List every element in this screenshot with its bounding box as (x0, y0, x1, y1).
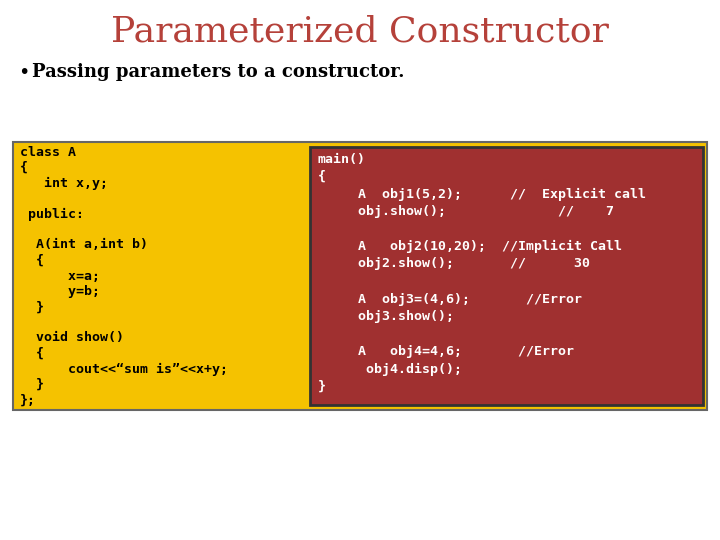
Text: obj2.show();       //      30: obj2.show(); // 30 (318, 258, 590, 271)
Text: cout<<“sum is”<<x+y;: cout<<“sum is”<<x+y; (20, 362, 228, 375)
Text: {: { (20, 347, 44, 360)
Text: {: { (318, 170, 326, 183)
Text: obj.show();              //    7: obj.show(); // 7 (318, 205, 614, 218)
Text: public:: public: (20, 207, 84, 220)
Text: obj3.show();: obj3.show(); (318, 310, 454, 323)
Text: x=a;: x=a; (20, 269, 100, 282)
Text: A  obj1(5,2);      //  Explicit call: A obj1(5,2); // Explicit call (318, 187, 646, 200)
Text: }: } (20, 300, 44, 314)
Text: }: } (20, 378, 44, 391)
Text: int x,y;: int x,y; (20, 177, 108, 190)
Text: Passing parameters to a constructor.: Passing parameters to a constructor. (32, 63, 405, 81)
Text: {: { (20, 254, 44, 267)
Bar (13, 142, 707, 410)
Text: }: } (318, 380, 326, 393)
Text: obj4.disp();: obj4.disp(); (318, 362, 462, 375)
Text: class A: class A (20, 145, 76, 159)
Text: main(): main() (318, 152, 366, 165)
Text: A   obj4=4,6;       //Error: A obj4=4,6; //Error (318, 345, 574, 358)
Bar (310, 147, 703, 405)
Text: •: • (18, 63, 30, 82)
Text: y=b;: y=b; (20, 285, 100, 298)
Text: void show(): void show() (20, 332, 124, 345)
Text: Parameterized Constructor: Parameterized Constructor (111, 15, 609, 49)
Text: A  obj3=(4,6);       //Error: A obj3=(4,6); //Error (318, 293, 582, 306)
Text: {: { (20, 161, 28, 174)
Text: A   obj2(10,20);  //Implicit Call: A obj2(10,20); //Implicit Call (318, 240, 622, 253)
Text: };: }; (20, 394, 36, 407)
Text: A(int a,int b): A(int a,int b) (20, 239, 148, 252)
